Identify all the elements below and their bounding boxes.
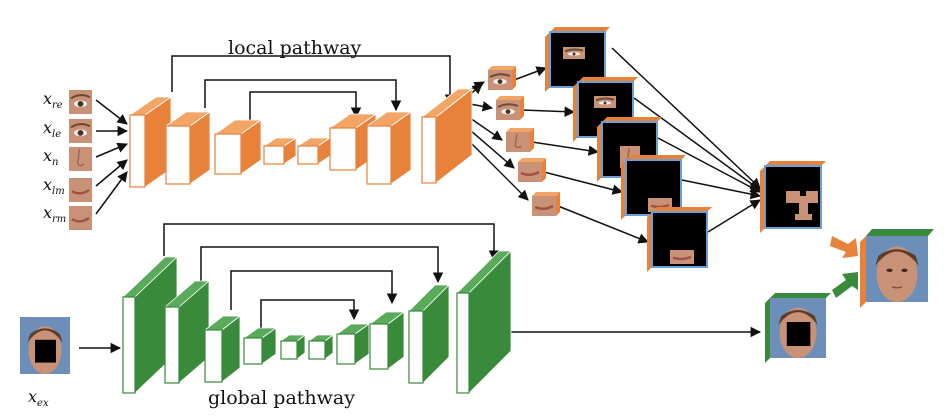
place-arrow-4 xyxy=(543,171,624,195)
place-arrow-1 xyxy=(513,66,547,81)
input-arrow-5 xyxy=(95,171,128,215)
fan-arrow-2 xyxy=(469,101,494,112)
place-arrow-5 xyxy=(557,205,649,244)
global-block-5 xyxy=(279,334,307,360)
global-pathway-label: global pathway xyxy=(208,387,355,409)
local-skip-middle xyxy=(204,79,402,112)
place-arrow-3 xyxy=(531,141,600,156)
local-block-4 xyxy=(262,137,298,165)
placed-canvas-2-patch xyxy=(594,96,616,108)
input-label-rm: xrm xyxy=(43,203,66,225)
merge-arrow-2 xyxy=(633,97,761,191)
local-block-1 xyxy=(128,96,173,188)
input-label-le: xle xyxy=(43,118,61,140)
image-tiles xyxy=(20,27,934,374)
merge-arrow-3 xyxy=(657,137,761,193)
global-block-3 xyxy=(203,315,242,383)
generated-patch-1 xyxy=(488,70,512,90)
network-blocks xyxy=(122,88,512,394)
fusion-arrows xyxy=(830,236,858,298)
flow-arrows xyxy=(79,47,762,354)
input-patch-re xyxy=(69,90,92,114)
local-block-8 xyxy=(420,88,474,184)
local-skip-outer xyxy=(171,55,456,106)
local-block-6 xyxy=(328,113,378,171)
input-patch-le xyxy=(69,119,92,143)
generated-patch-5-frame xyxy=(532,192,560,216)
fan-arrow-4 xyxy=(469,129,515,169)
generated-patch-3 xyxy=(506,132,530,152)
generated-patch-4-frame xyxy=(518,158,546,182)
input-label-n: xn xyxy=(43,146,58,168)
generated-patch-4 xyxy=(518,162,542,182)
input-patch-lm xyxy=(69,178,92,202)
place-arrow-2 xyxy=(521,106,576,117)
fan-arrow-5 xyxy=(469,141,529,201)
global-skip-inner xyxy=(260,299,360,328)
global-block-6 xyxy=(307,334,335,360)
generated-patch-3-frame xyxy=(506,128,534,152)
global-input-face xyxy=(20,317,70,374)
input-arrow-1 xyxy=(95,99,128,125)
merge-arrow-5 xyxy=(707,199,761,233)
local-block-2 xyxy=(164,111,212,185)
global-skip-outer xyxy=(163,223,500,262)
generated-patch-5 xyxy=(532,196,556,216)
global-block-2 xyxy=(163,280,211,384)
global-block-7 xyxy=(335,323,371,365)
skip-connections xyxy=(163,55,500,328)
fan-arrow-3 xyxy=(469,117,503,141)
input-label-re: xre xyxy=(43,89,63,111)
final-output-frame xyxy=(860,229,934,308)
input-arrow-4 xyxy=(95,159,128,187)
input-arrow-3 xyxy=(95,142,128,158)
generated-patch-2 xyxy=(496,100,520,120)
global-block-10 xyxy=(456,250,512,394)
input-patch-n xyxy=(69,147,92,171)
global-block-4 xyxy=(242,327,278,365)
local-pathway-label: local pathway xyxy=(228,37,362,59)
global-skip-2 xyxy=(200,246,444,284)
global-output-face xyxy=(770,298,826,358)
local-block-7 xyxy=(365,111,413,185)
local-skip-inner xyxy=(249,91,362,121)
final-output-face xyxy=(866,236,928,302)
merge-arrow-1 xyxy=(611,47,761,189)
global-skip-3 xyxy=(230,270,398,310)
placed-canvas-1-patch xyxy=(563,47,585,59)
global-block-8 xyxy=(368,311,406,370)
local-block-5 xyxy=(296,137,332,165)
generated-patch-2-frame xyxy=(496,96,524,120)
generated-patch-1-frame xyxy=(488,66,516,90)
merge-arrow-4 xyxy=(681,179,762,200)
local-block-3 xyxy=(213,119,263,175)
input-label-ex: xex xyxy=(28,387,49,409)
input-label-lm: xlm xyxy=(43,175,65,197)
global-block-9 xyxy=(408,284,450,384)
placed-canvas-5-patch xyxy=(670,250,694,264)
local-input-labels: xre xle xn xlm xrm xyxy=(43,89,66,225)
input-patch-rm xyxy=(69,206,92,230)
merged-local-map xyxy=(760,161,826,233)
global-output-frame xyxy=(765,293,831,363)
